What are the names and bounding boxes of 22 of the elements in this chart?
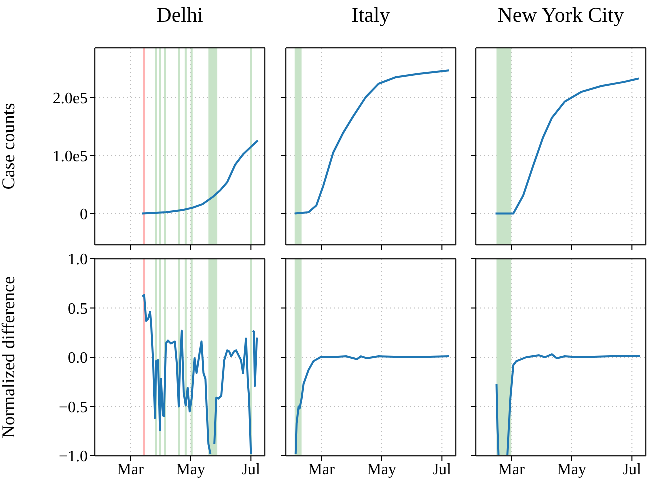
x-tick-label: Jul	[622, 461, 642, 478]
y-tick-label: 0	[80, 206, 88, 224]
x-tick-label: Mar	[117, 461, 145, 478]
y-tick-label: −1.0	[58, 448, 88, 466]
y-tick-label: 1.0e5	[52, 148, 88, 166]
chart-title: New York City	[496, 3, 626, 28]
chart-title: Italy	[350, 3, 392, 28]
x-tick-label: May	[176, 461, 206, 478]
y-tick-label: 2.0e5	[52, 90, 88, 108]
x-tick-label: May	[557, 461, 587, 478]
y-tick-label: 0.0	[68, 350, 88, 368]
x-tick-label: Jul	[242, 461, 262, 478]
y-tick-label: −0.5	[58, 399, 88, 416]
x-tick-label: Jul	[432, 461, 452, 478]
x-tick-label: Mar	[498, 461, 526, 478]
chart-title: Delhi	[156, 3, 204, 28]
y-tick-label: 0.5	[68, 300, 88, 318]
y-tick-label: 1.0	[68, 252, 88, 269]
y-axis-title: Case counts	[0, 103, 18, 190]
x-tick-label: May	[367, 461, 397, 478]
y-axis-title: Normalized difference	[0, 276, 18, 439]
x-tick-label: Mar	[308, 461, 336, 478]
